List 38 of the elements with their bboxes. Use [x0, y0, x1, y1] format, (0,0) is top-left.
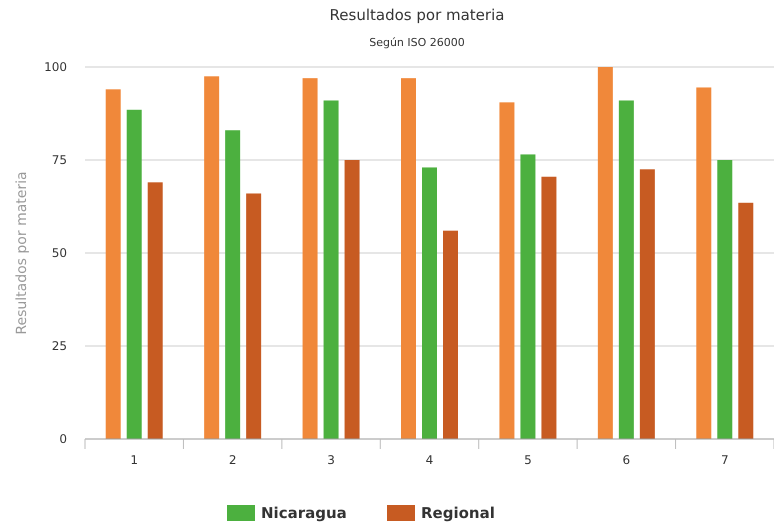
x-tick-label: 6: [622, 453, 630, 467]
bar: [148, 182, 163, 439]
bar: [422, 167, 437, 439]
bar: [126, 110, 142, 439]
bar: [696, 87, 712, 439]
bar: [204, 76, 220, 439]
chart-title: Resultados por materia: [330, 6, 504, 24]
y-tick-label: 25: [52, 339, 67, 353]
x-tick-label: 5: [524, 453, 532, 467]
bar: [499, 102, 514, 439]
bar: [598, 67, 613, 439]
chart-subtitle: Según ISO 26000: [369, 36, 465, 49]
bar: [302, 78, 318, 439]
legend-label: Nicaragua: [261, 504, 347, 522]
bar: [324, 100, 339, 439]
bar: [344, 160, 360, 439]
bar: [520, 154, 536, 439]
bar: [401, 78, 416, 439]
y-tick-label: 100: [44, 60, 67, 74]
y-tick-label: 0: [59, 432, 67, 446]
bar: [225, 130, 240, 439]
bar: [640, 169, 655, 439]
x-tick-label: 4: [426, 453, 434, 467]
bar: [717, 160, 732, 439]
bar: [541, 176, 556, 439]
x-tick-label: 3: [327, 453, 335, 467]
bar: [738, 202, 754, 439]
y-tick-label: 50: [52, 246, 67, 260]
y-axis-title: Resultados por materia: [14, 171, 30, 335]
bar: [443, 230, 458, 439]
legend-label: Regional: [421, 504, 495, 522]
bar: [618, 100, 634, 439]
x-tick-label: 7: [720, 453, 729, 467]
y-tick-label: 75: [52, 153, 67, 167]
bar: [246, 193, 262, 439]
x-tick-label: 1: [130, 453, 138, 467]
bar: [106, 89, 121, 439]
x-tick-label: 2: [228, 453, 236, 467]
